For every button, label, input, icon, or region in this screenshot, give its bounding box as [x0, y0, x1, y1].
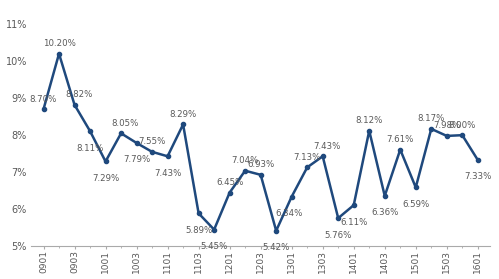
Text: 7.04%: 7.04% — [232, 156, 259, 165]
Text: 8.05%: 8.05% — [112, 119, 139, 128]
Text: 10.20%: 10.20% — [42, 39, 75, 48]
Text: 8.12%: 8.12% — [356, 116, 383, 125]
Text: 6.59%: 6.59% — [402, 200, 429, 209]
Text: 6.36%: 6.36% — [371, 208, 398, 217]
Text: 7.98%: 7.98% — [433, 121, 461, 130]
Text: 5.45%: 5.45% — [201, 242, 228, 251]
Text: 8.82%: 8.82% — [65, 90, 92, 99]
Text: 6.45%: 6.45% — [216, 178, 244, 187]
Text: 7.55%: 7.55% — [138, 137, 166, 146]
Text: 7.29%: 7.29% — [92, 174, 119, 183]
Text: 8.00%: 8.00% — [449, 121, 476, 130]
Text: 7.43%: 7.43% — [154, 169, 181, 178]
Text: 7.79%: 7.79% — [123, 155, 150, 164]
Text: 7.13%: 7.13% — [293, 153, 321, 162]
Text: 7.33%: 7.33% — [464, 172, 492, 181]
Text: 8.17%: 8.17% — [418, 114, 445, 123]
Text: 5.76%: 5.76% — [324, 231, 352, 240]
Text: 8.70%: 8.70% — [30, 95, 57, 104]
Text: 5.42%: 5.42% — [262, 243, 290, 252]
Text: 7.43%: 7.43% — [313, 142, 340, 151]
Text: 6.93%: 6.93% — [247, 160, 274, 169]
Text: 6.11%: 6.11% — [340, 218, 367, 227]
Text: 8.11%: 8.11% — [76, 144, 104, 153]
Text: 5.89%: 5.89% — [185, 226, 212, 235]
Text: 7.61%: 7.61% — [387, 135, 414, 144]
Text: 8.29%: 8.29% — [170, 110, 197, 119]
Text: 6.34%: 6.34% — [275, 209, 302, 218]
